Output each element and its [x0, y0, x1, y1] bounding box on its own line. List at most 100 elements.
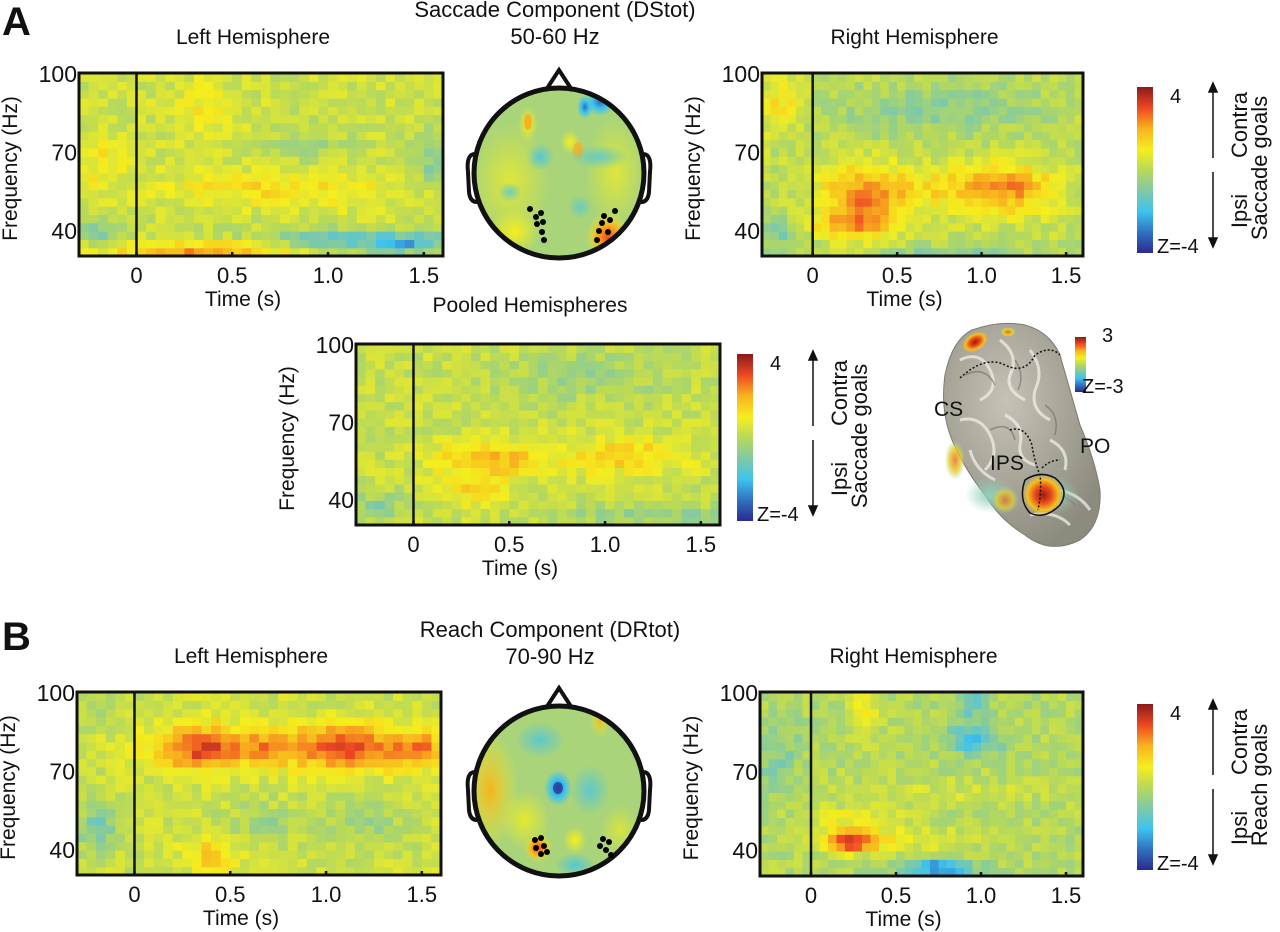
heatmap-cell: [337, 181, 348, 191]
heatmap-cell: [829, 81, 839, 91]
heatmap-cell: [853, 767, 863, 777]
heatmap-cell: [297, 841, 308, 851]
heatmap-cell: [846, 122, 856, 132]
heatmap-cell: [259, 716, 270, 726]
heatmap-cell: [165, 81, 176, 91]
heatmap-cell: [838, 231, 848, 240]
heatmap-cell: [998, 139, 1008, 149]
heatmap-cell: [213, 164, 224, 174]
heatmap-cell: [366, 89, 377, 99]
heatmap-cell: [1015, 97, 1025, 107]
heatmap-cell: [375, 459, 386, 469]
heatmap-cell: [930, 750, 940, 760]
heatmap-cell: [421, 841, 433, 851]
heatmap-cell: [213, 114, 224, 124]
heatmap-cell: [710, 385, 721, 394]
heatmap-cell: [308, 147, 320, 157]
heatmap-cell: [1049, 692, 1059, 701]
heatmap-cell: [77, 850, 88, 859]
heatmap-cell: [1023, 239, 1033, 249]
heatmap-cell: [287, 775, 298, 785]
heatmap-cell: [998, 81, 1008, 91]
heatmap-cell: [845, 742, 855, 752]
heatmap-cell: [896, 758, 906, 768]
heatmap-cell: [547, 360, 558, 370]
heatmap-cell: [846, 172, 856, 182]
heatmap-cell: [421, 825, 433, 835]
heatmap-cell: [431, 833, 442, 843]
heatmap-cell: [394, 418, 405, 427]
heatmap-cell: [691, 418, 702, 427]
heatmap-cell: [760, 859, 770, 869]
heatmap-cell: [375, 475, 386, 485]
heatmap-cell: [897, 73, 907, 82]
heatmap-cell: [134, 866, 145, 876]
heatmap-cell: [220, 841, 231, 851]
heatmap-cell: [345, 808, 356, 818]
heatmap-cell: [280, 189, 291, 199]
heatmap-cell: [566, 385, 577, 394]
heatmap-cell: [905, 247, 915, 257]
heatmap-cell: [96, 850, 107, 859]
heatmap-cell: [451, 376, 462, 386]
heatmap-cell: [211, 783, 222, 793]
heatmap-cell: [335, 775, 346, 785]
heatmap-cell: [404, 122, 415, 132]
heatmap-cell: [394, 475, 405, 485]
colorbar-pooled-min: Z=-4: [757, 504, 799, 526]
heatmap-cell: [222, 73, 233, 82]
heatmap-cell: [760, 792, 770, 802]
heatmap-cell: [871, 81, 881, 91]
heatmap-cell: [239, 733, 251, 743]
heatmap-cell: [768, 742, 778, 752]
heatmap-cell: [328, 239, 339, 249]
heatmap-cell: [913, 850, 923, 860]
heatmap-cell: [518, 450, 530, 460]
heatmap-cell: [1032, 73, 1042, 82]
heatmap-cell: [585, 368, 597, 378]
heatmap-cell: [385, 114, 396, 124]
heatmap-cell: [854, 239, 864, 249]
heatmap-cell: [432, 385, 443, 394]
heatmap-cell: [914, 73, 924, 82]
heatmap-cell: [838, 247, 848, 257]
heatmap-cell: [1066, 172, 1076, 182]
heatmap-cell: [802, 775, 812, 785]
heatmap-cell: [356, 385, 367, 394]
heatmap-cell: [853, 784, 863, 793]
heatmap-cell: [829, 97, 839, 107]
heatmap-cell: [846, 214, 856, 224]
heatmap-cell: [77, 783, 88, 793]
heatmap-cell: [98, 122, 109, 132]
heatmap-cell: [201, 758, 212, 768]
heatmap-cell: [220, 808, 231, 818]
heatmap-cell: [375, 214, 387, 224]
heatmap-cell: [710, 376, 721, 386]
heatmap-cell: [136, 214, 147, 224]
heatmap-cell: [509, 516, 520, 526]
heatmap-cell: [96, 758, 107, 768]
x-tick-label: 0: [128, 882, 140, 907]
heatmap-cell: [384, 516, 395, 526]
heatmap-cell: [566, 442, 577, 452]
heatmap-cell: [605, 450, 616, 460]
heatmap-cell: [955, 817, 965, 827]
heatmap-cell: [662, 344, 673, 353]
heatmap-cell: [191, 866, 203, 876]
heatmap-cell: [213, 206, 224, 216]
heatmap-cell: [880, 122, 890, 132]
heatmap-cell: [785, 717, 795, 727]
heatmap-cell: [1015, 164, 1025, 174]
heatmap-cell: [278, 775, 289, 785]
y-tick-label: 100: [316, 332, 354, 358]
heatmap-cell: [98, 206, 109, 216]
heatmap-cell: [259, 816, 270, 826]
heatmap-cell: [412, 791, 423, 801]
heatmap-cell: [347, 172, 358, 182]
heatmap-cell: [947, 222, 957, 232]
heatmap-cell: [153, 808, 164, 818]
heatmap-cell: [614, 450, 625, 460]
heatmap-cell: [821, 214, 831, 224]
heatmap-cell: [79, 156, 90, 166]
heatmap-cell: [203, 147, 214, 157]
